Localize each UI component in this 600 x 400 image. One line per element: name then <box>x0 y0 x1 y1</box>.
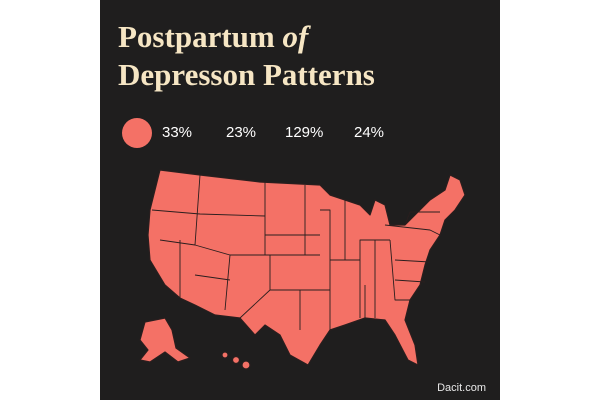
stat: 129% <box>285 124 324 141</box>
us-mainland <box>147 169 466 366</box>
stat: 33% <box>162 124 193 141</box>
state-borders <box>151 174 441 330</box>
stat: 24% <box>354 124 385 141</box>
title-line: Depresson Patterns <box>118 57 375 92</box>
hawaii <box>231 355 241 365</box>
us-map <box>139 169 466 370</box>
title-line: Postpartum <box>118 19 275 54</box>
legend-dot <box>122 118 152 148</box>
panel: Postpartum of Depresson Patterns 33% 23%… <box>100 0 500 400</box>
alaska <box>139 317 191 363</box>
title: Postpartum of Depresson Patterns <box>118 18 375 94</box>
footer: Dacit.com <box>437 382 486 394</box>
hawaii <box>221 351 229 359</box>
stat: 23% <box>226 124 257 141</box>
title-emphasis: of <box>282 19 309 54</box>
hawaii <box>241 360 251 370</box>
